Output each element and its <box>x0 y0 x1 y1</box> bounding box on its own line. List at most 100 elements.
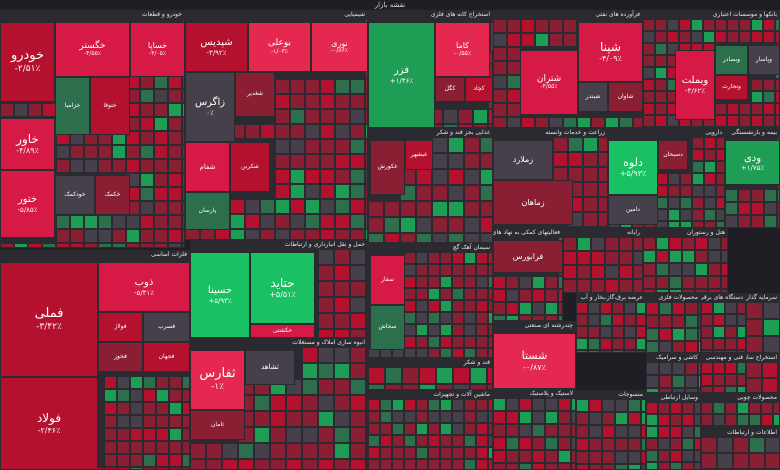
market-tile-small[interactable] <box>643 31 655 43</box>
market-tile-small[interactable] <box>365 214 368 229</box>
market-tile-small[interactable] <box>419 367 436 384</box>
market-tile-small[interactable] <box>633 265 643 279</box>
market-tile-small[interactable] <box>619 279 633 293</box>
market-tile-small[interactable] <box>656 289 669 293</box>
market-tile[interactable]: شستا -۰/۸۷٪ <box>493 333 576 389</box>
market-tile-small[interactable] <box>428 276 440 288</box>
market-tile-small[interactable] <box>104 441 117 454</box>
market-tile-small[interactable] <box>698 362 701 375</box>
market-tile-small[interactable] <box>672 362 685 375</box>
market-tile-small[interactable] <box>464 153 480 169</box>
market-tile-small[interactable] <box>558 437 571 450</box>
market-tile-small[interactable] <box>698 375 701 388</box>
market-tile[interactable]: شپنا -۴/۰۹٪ <box>578 22 643 82</box>
market-tile-small[interactable] <box>765 453 780 469</box>
market-tile-small[interactable] <box>698 315 701 328</box>
market-tile[interactable]: دامین <box>608 195 658 225</box>
market-tile-small[interactable] <box>636 350 646 353</box>
market-tile-small[interactable] <box>335 169 350 184</box>
market-tile-small[interactable] <box>480 153 493 169</box>
market-tile-small[interactable] <box>432 169 448 185</box>
market-tile-small[interactable] <box>182 131 185 145</box>
market-tile-small[interactable] <box>519 411 532 424</box>
market-tile-small[interactable] <box>365 109 368 124</box>
market-tile-small[interactable] <box>775 91 780 103</box>
market-tile-small[interactable] <box>739 19 751 31</box>
market-tile-small[interactable] <box>628 451 641 464</box>
market-tile-small[interactable] <box>763 302 780 319</box>
market-tile-small[interactable] <box>305 154 320 169</box>
market-tile-small[interactable] <box>725 302 737 314</box>
market-tile-small[interactable] <box>725 414 737 426</box>
market-tile-small[interactable] <box>588 302 600 314</box>
market-tile-small[interactable] <box>305 109 320 124</box>
market-tile-small[interactable] <box>320 139 335 154</box>
market-tile-small[interactable] <box>646 341 659 353</box>
market-tile-small[interactable] <box>600 302 612 314</box>
market-tile-small[interactable] <box>591 279 605 293</box>
market-tile-small[interactable] <box>476 264 488 276</box>
market-tile-small[interactable] <box>680 185 692 197</box>
market-tile-small[interactable] <box>721 263 728 276</box>
market-tile-small[interactable] <box>143 415 156 428</box>
market-tile-small[interactable] <box>440 336 452 348</box>
market-tile-small[interactable] <box>646 402 658 414</box>
market-tile-small[interactable] <box>737 414 749 426</box>
market-tile-small[interactable] <box>763 115 775 127</box>
market-tile-small[interactable] <box>600 314 612 326</box>
market-tile-small[interactable] <box>98 145 112 159</box>
market-tile-small[interactable] <box>126 215 140 229</box>
market-tile-small[interactable] <box>577 117 591 128</box>
market-tile-small[interactable] <box>350 443 366 459</box>
market-tile-small[interactable] <box>488 447 493 459</box>
market-tile-small[interactable] <box>576 412 589 425</box>
market-tile-small[interactable] <box>464 459 476 470</box>
market-tile-small[interactable] <box>350 379 366 395</box>
market-tile-small[interactable] <box>646 375 659 388</box>
market-tile-small[interactable] <box>104 402 117 415</box>
market-tile-small[interactable] <box>384 201 400 217</box>
market-tile-small[interactable] <box>507 47 521 61</box>
market-tile-small[interactable] <box>182 159 185 173</box>
market-tile-small[interactable] <box>576 338 588 350</box>
market-tile-small[interactable] <box>571 450 576 463</box>
market-tile-small[interactable] <box>404 288 416 300</box>
market-tile-small[interactable] <box>704 221 716 228</box>
market-tile-small[interactable] <box>493 33 507 47</box>
market-tile-small[interactable] <box>117 402 130 415</box>
market-tile-small[interactable] <box>476 276 488 288</box>
market-tile-small[interactable] <box>400 233 416 243</box>
market-tile-small[interactable] <box>380 411 392 423</box>
market-tile-small[interactable] <box>448 185 464 201</box>
market-tile-small[interactable] <box>335 124 350 139</box>
market-tile-small[interactable] <box>488 264 493 276</box>
market-tile-small[interactable] <box>549 19 563 33</box>
market-tile-small[interactable] <box>751 19 763 31</box>
market-tile-small[interactable] <box>458 109 473 124</box>
market-tile-small[interactable] <box>576 302 588 314</box>
market-tile-small[interactable] <box>168 103 182 117</box>
market-tile-small[interactable] <box>701 338 713 350</box>
market-tile-small[interactable] <box>488 411 493 423</box>
market-tile-small[interactable] <box>713 362 725 374</box>
market-tile-small[interactable] <box>335 214 350 229</box>
market-tile-small[interactable] <box>659 315 672 328</box>
market-tile-small[interactable] <box>721 276 728 289</box>
market-tile-small[interactable] <box>576 464 589 470</box>
market-tile-small[interactable] <box>672 375 685 388</box>
market-tile-small[interactable] <box>368 233 384 243</box>
market-tile[interactable]: شفام <box>185 142 230 192</box>
market-tile-small[interactable] <box>558 424 571 437</box>
market-tile-small[interactable] <box>480 201 493 217</box>
market-tile-small[interactable] <box>286 395 302 411</box>
market-tile[interactable]: دلوه +۵/۹۳٪ <box>608 140 658 195</box>
market-tile-small[interactable] <box>506 289 519 302</box>
market-tile-small[interactable] <box>428 336 440 348</box>
market-tile-small[interactable] <box>440 276 452 288</box>
market-tile-small[interactable] <box>335 79 350 94</box>
market-tile-small[interactable] <box>646 362 659 375</box>
market-tile-small[interactable] <box>140 117 154 131</box>
market-tile-small[interactable] <box>117 454 130 467</box>
market-tile-small[interactable] <box>440 300 452 312</box>
market-tile-small[interactable] <box>775 103 780 115</box>
